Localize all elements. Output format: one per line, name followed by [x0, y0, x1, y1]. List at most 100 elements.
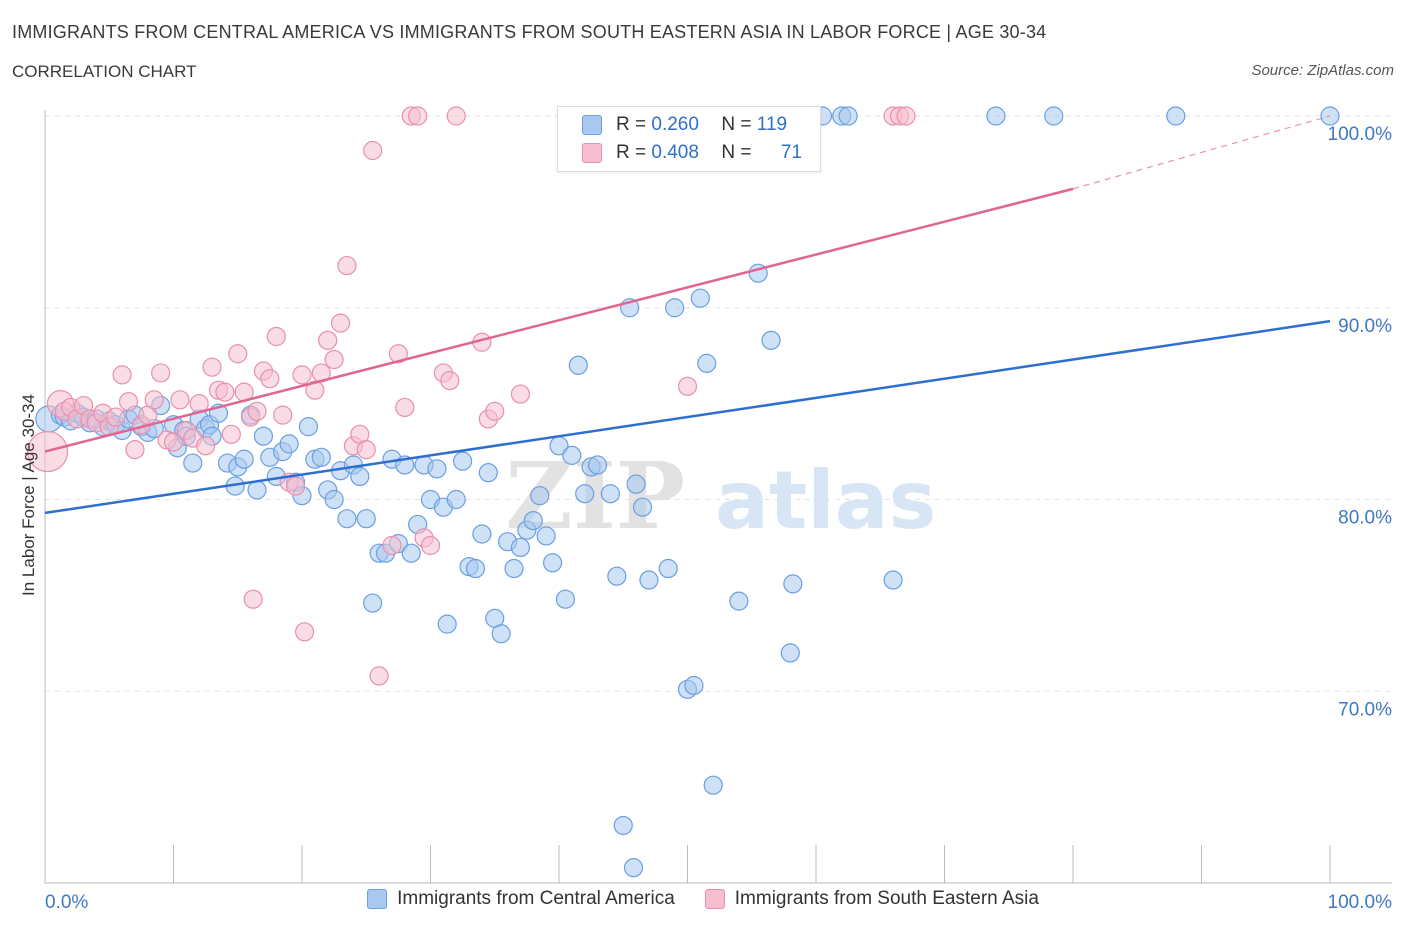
point-blue-84 — [575, 484, 595, 504]
point-pink-42 — [305, 380, 325, 400]
legend-swatch-blue — [367, 889, 388, 909]
axes — [44, 110, 1392, 884]
point-pink-59 — [420, 535, 441, 556]
r-label: R = — [616, 114, 647, 135]
point-blue-86 — [587, 455, 608, 475]
point-pink-24 — [196, 436, 216, 456]
point-blue-112 — [986, 106, 1006, 126]
point-blue-22 — [183, 453, 203, 473]
point-blue-87 — [600, 484, 621, 504]
point-pink-47 — [337, 255, 357, 276]
tick-labels: 70.0% 80.0% 90.0% 100.0% 0.0% 100.0% — [45, 124, 1392, 913]
chart-title: IMMIGRANTS FROM CENTRAL AMERICA VS IMMIG… — [12, 22, 1047, 42]
point-pink-70 — [896, 106, 916, 126]
point-blue-34 — [253, 426, 274, 446]
point-pink-28 — [221, 424, 241, 444]
point-blue-76 — [523, 510, 543, 531]
point-pink-10 — [106, 407, 126, 427]
point-blue-93 — [632, 497, 653, 517]
point-pink-46 — [330, 313, 351, 333]
n-label: N = — [721, 114, 752, 135]
source-label: Source: ZipAtlas.com — [1251, 62, 1394, 79]
point-blue-83 — [568, 355, 588, 375]
x-tick-label-100: 100.0% — [1328, 892, 1393, 913]
point-pink-16 — [144, 390, 164, 410]
point-pink-32 — [243, 589, 263, 609]
point-blue-63 — [437, 614, 457, 634]
y-tick-label-90: 90.0% — [1338, 316, 1392, 337]
point-blue-111 — [883, 570, 903, 590]
legend-label-central-america: Immigrants from Central America — [397, 888, 675, 909]
point-blue-89 — [613, 815, 633, 836]
r-value-south-eastern-asia: 0.408 — [651, 142, 699, 163]
point-pink-52 — [369, 666, 389, 686]
r-value-central-america: 0.260 — [651, 114, 699, 135]
n-value-south-eastern-asia: 71 — [780, 142, 803, 163]
point-blue-57 — [401, 543, 421, 563]
stats-swatch-blue — [582, 115, 602, 135]
point-pink-33 — [247, 401, 267, 421]
point-blue-49 — [350, 466, 370, 487]
stats-row-south-eastern-asia: R = 0.408 N = 71 — [582, 139, 802, 167]
trend-lines — [44, 115, 1331, 515]
point-pink-54 — [388, 344, 408, 364]
point-blue-81 — [555, 589, 576, 609]
watermark-atlas: atlas — [715, 454, 936, 547]
point-pink-66 — [510, 384, 531, 404]
chart-subtitle: CORRELATION CHART — [12, 62, 197, 81]
point-pink-41 — [294, 622, 315, 642]
point-blue-99 — [690, 288, 710, 308]
point-blue-94 — [639, 570, 659, 590]
trend-line-blue — [44, 319, 1331, 515]
point-pink-57 — [408, 106, 428, 126]
legend-item-south-eastern-asia[interactable]: Immigrants from South Eastern Asia — [704, 888, 1039, 910]
point-blue-31 — [234, 449, 254, 469]
series-legend: Immigrants from Central America Immigran… — [0, 888, 1406, 910]
n-label: N = — [721, 142, 752, 163]
n-value-central-america: 119 — [756, 114, 788, 135]
stats-row-central-america: R = 0.260 N = 119 — [582, 111, 787, 139]
point-blue-102 — [729, 591, 749, 611]
point-blue-41 — [298, 417, 319, 437]
trend-line-pink — [44, 187, 1074, 453]
point-pink-40 — [292, 365, 312, 385]
x-tick-label-0: 0.0% — [45, 892, 88, 913]
point-blue-110 — [838, 106, 858, 126]
point-blue-69 — [478, 463, 498, 483]
point-blue-113 — [1044, 106, 1064, 126]
y-tick-label-70: 70.0% — [1338, 699, 1392, 720]
stats-swatch-pink — [582, 143, 602, 163]
point-pink-35 — [260, 369, 280, 389]
trend-line-pink-extension — [1072, 115, 1331, 190]
point-blue-38 — [279, 434, 299, 454]
point-blue-114 — [1166, 106, 1186, 126]
y-axis-label: In Labor Force | Age 30-34 — [19, 394, 38, 596]
point-blue-92 — [626, 474, 646, 494]
point-blue-82 — [562, 445, 582, 465]
point-blue-65 — [453, 451, 473, 471]
point-blue-100 — [697, 353, 717, 373]
legend-item-central-america[interactable]: Immigrants from Central America — [367, 888, 675, 910]
point-pink-62 — [446, 106, 466, 126]
point-pink-20 — [170, 390, 190, 410]
point-blue-101 — [703, 775, 723, 795]
point-pink-55 — [395, 397, 415, 418]
point-blue-95 — [658, 558, 678, 579]
point-blue-77 — [530, 486, 550, 506]
legend-label-south-eastern-asia: Immigrants from South Eastern Asia — [734, 888, 1039, 909]
point-blue-96 — [665, 298, 685, 318]
point-pink-36 — [266, 326, 286, 347]
point-blue-104 — [761, 330, 781, 350]
point-blue-106 — [783, 574, 803, 594]
point-blue-51 — [363, 593, 383, 613]
data-points — [26, 106, 1340, 878]
point-pink-27 — [215, 382, 235, 402]
point-blue-105 — [780, 643, 800, 663]
point-pink-37 — [273, 405, 293, 425]
point-blue-61 — [427, 459, 447, 479]
point-pink-65 — [485, 401, 505, 421]
point-blue-98 — [684, 675, 704, 696]
point-pink-13 — [125, 440, 145, 460]
stats-legend: R = 0.260 N = 119 R = 0.408 N = 71 — [557, 106, 821, 172]
